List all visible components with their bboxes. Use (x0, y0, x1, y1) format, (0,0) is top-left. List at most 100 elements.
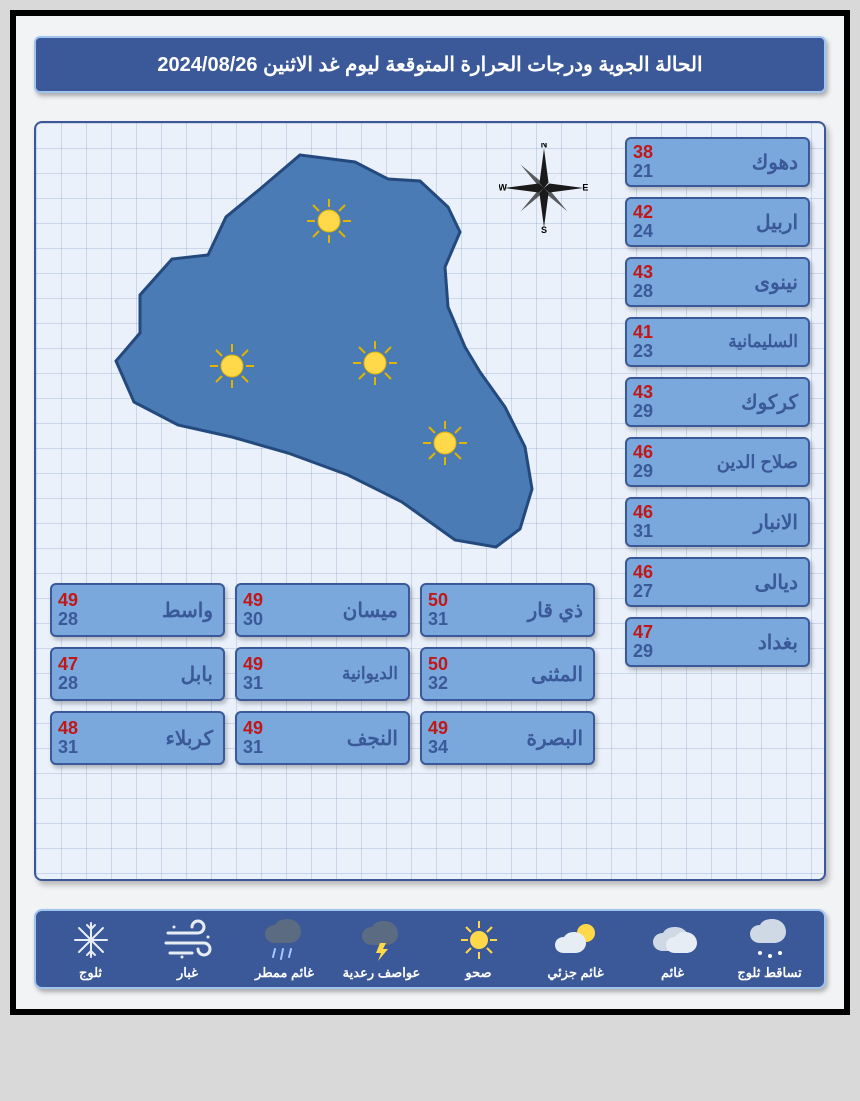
low-temp: 29 (633, 642, 653, 661)
legend-label: غبار (177, 965, 198, 981)
low-temp: 32 (428, 674, 448, 693)
high-temp: 46 (633, 563, 653, 582)
svg-text:W: W (499, 183, 507, 193)
high-temp: 49 (58, 591, 78, 610)
high-temp: 49 (428, 719, 448, 738)
high-temp: 46 (633, 503, 653, 522)
svg-text:N: N (541, 143, 548, 150)
weather-legend: تساقط ثلوج غائم غائم جزئي صحو عواصف رعدي (34, 909, 826, 989)
low-temp: 29 (633, 462, 653, 481)
city-name: بغداد (758, 630, 798, 655)
legend-label: غائم جزئي (547, 965, 603, 981)
legend-rainy: غائم ممطر (240, 919, 330, 981)
high-temp: 47 (633, 623, 653, 642)
city-name: كربلاء (166, 726, 213, 751)
sun-icon (351, 339, 399, 387)
city-card: بغداد 4729 (625, 617, 810, 667)
high-temp: 49 (243, 655, 263, 674)
high-temp: 49 (243, 719, 263, 738)
city-card: النجف 4931 (235, 711, 410, 765)
city-name: المثنى (531, 662, 583, 687)
high-temp: 50 (428, 655, 448, 674)
low-temp: 29 (633, 402, 653, 421)
legend-snowfall: تساقط ثلوج (725, 919, 815, 981)
low-temp: 31 (243, 674, 263, 693)
high-temp: 47 (58, 655, 78, 674)
city-card: السليمانية 4123 (625, 317, 810, 367)
low-temp: 28 (633, 282, 653, 301)
high-temp: 43 (633, 263, 653, 282)
city-name: ديالى (755, 570, 798, 595)
legend-dust: غبار (143, 919, 233, 981)
iraq-map-area: N E S W (50, 137, 595, 567)
low-temp: 23 (633, 342, 653, 361)
sun-icon (305, 197, 353, 245)
city-card: ديالى 4627 (625, 557, 810, 607)
cloud-rain-icon (257, 919, 313, 961)
cloud-icon (645, 919, 701, 961)
low-temp: 24 (633, 222, 653, 241)
city-card: نينوى 4328 (625, 257, 810, 307)
high-temp: 50 (428, 591, 448, 610)
thunder-icon (354, 919, 410, 961)
city-card: البصرة 4934 (420, 711, 595, 765)
low-temp: 31 (243, 738, 263, 757)
city-card: اربيل 4224 (625, 197, 810, 247)
high-temp: 42 (633, 203, 653, 222)
high-temp: 49 (243, 591, 263, 610)
legend-thunderstorm: عواصف رعدية (337, 919, 427, 981)
legend-label: ثلوج (79, 965, 102, 981)
city-card: واسط 4928 (50, 583, 225, 637)
legend-cloudy: غائم (628, 919, 718, 981)
low-temp: 30 (243, 610, 263, 629)
bottom-city-grid: واسط4928 ميسان4930 ذي قار5031 بابل4728 ا… (50, 583, 595, 765)
weather-forecast-panel: الحالة الجوية ودرجات الحرارة المتوقعة لي… (10, 10, 850, 1015)
city-card: كربلاء 4831 (50, 711, 225, 765)
legend-partly-cloudy: غائم جزئي (531, 919, 621, 981)
city-name: نينوى (754, 270, 798, 295)
partly-cloudy-icon (548, 919, 604, 961)
snowflake-icon (63, 919, 119, 961)
wind-icon (160, 919, 216, 961)
city-card: دهوك3821 (625, 137, 810, 187)
city-name: ميسان (343, 598, 398, 623)
city-name: بابل (181, 662, 213, 687)
legend-label: غائم (661, 965, 684, 981)
city-card: المثنى 5032 (420, 647, 595, 701)
svg-text:E: E (582, 183, 588, 193)
low-temp: 34 (428, 738, 448, 757)
legend-snow: ثلوج (46, 919, 136, 981)
low-temp: 27 (633, 582, 653, 601)
city-card: بابل 4728 (50, 647, 225, 701)
city-name: النجف (347, 726, 398, 751)
low-temp: 31 (58, 738, 78, 757)
city-name: صلاح الدين (717, 452, 798, 473)
high-temp: 48 (58, 719, 78, 738)
city-name: كركوك (741, 390, 798, 415)
high-temp: 41 (633, 323, 653, 342)
city-name: الانبار (754, 510, 798, 535)
legend-label: صحو (465, 965, 491, 981)
cloud-snow-icon (742, 919, 798, 961)
city-name: ذي قار (528, 598, 583, 623)
sun-icon (451, 919, 507, 961)
city-name: السليمانية (728, 332, 798, 352)
legend-clear: صحو (434, 919, 524, 981)
forecast-main: N E S W (34, 121, 826, 881)
legend-label: تساقط ثلوج (737, 965, 801, 981)
city-name: اربيل (756, 210, 798, 235)
legend-label: عواصف رعدية (343, 965, 421, 981)
city-card: ذي قار5031 (420, 583, 595, 637)
city-name: واسط (162, 598, 213, 623)
sun-icon (208, 342, 256, 390)
city-card: صلاح الدين 4629 (625, 437, 810, 487)
high-temp: 43 (633, 383, 653, 402)
city-card: ميسان 4930 (235, 583, 410, 637)
high-temp: 46 (633, 443, 653, 462)
low-temp: 28 (58, 674, 78, 693)
city-name: البصرة (526, 726, 583, 751)
low-temp: 31 (633, 522, 653, 541)
high-temp: 38 (633, 143, 653, 162)
low-temp: 28 (58, 610, 78, 629)
city-name: الديوانية (342, 664, 398, 684)
